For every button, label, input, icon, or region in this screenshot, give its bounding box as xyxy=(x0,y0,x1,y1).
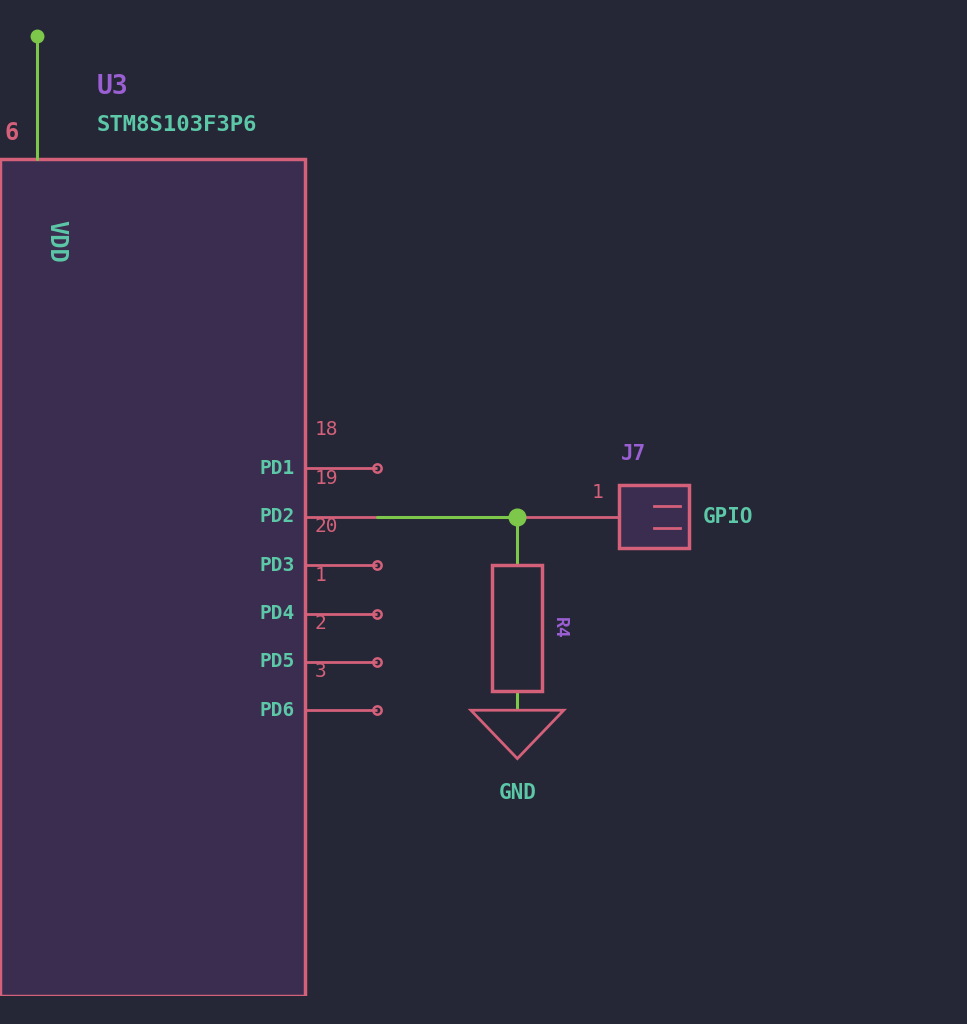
Text: 18: 18 xyxy=(314,421,337,439)
Text: 19: 19 xyxy=(314,469,337,487)
Text: 1K: 1K xyxy=(509,617,526,639)
Text: GPIO: GPIO xyxy=(703,507,753,526)
Text: PD6: PD6 xyxy=(260,700,295,720)
Text: PD3: PD3 xyxy=(260,556,295,574)
Text: 1: 1 xyxy=(592,483,603,502)
Polygon shape xyxy=(471,711,564,759)
Bar xyxy=(492,565,542,691)
Text: STM8S103F3P6: STM8S103F3P6 xyxy=(97,115,257,135)
Text: PD2: PD2 xyxy=(260,507,295,526)
Text: VDD: VDD xyxy=(44,220,68,262)
Text: 3: 3 xyxy=(314,663,326,681)
Text: PD1: PD1 xyxy=(260,459,295,478)
Text: PD4: PD4 xyxy=(260,604,295,623)
Text: 6: 6 xyxy=(5,121,18,145)
Text: 1: 1 xyxy=(314,565,326,585)
Bar xyxy=(0,159,305,995)
Text: PD5: PD5 xyxy=(260,652,295,672)
Text: 20: 20 xyxy=(314,517,337,537)
Text: J7: J7 xyxy=(621,444,646,464)
Bar xyxy=(619,485,689,548)
Text: U3: U3 xyxy=(97,74,129,99)
Text: GND: GND xyxy=(498,782,537,803)
Text: 2: 2 xyxy=(314,613,326,633)
Text: R4: R4 xyxy=(551,617,569,639)
